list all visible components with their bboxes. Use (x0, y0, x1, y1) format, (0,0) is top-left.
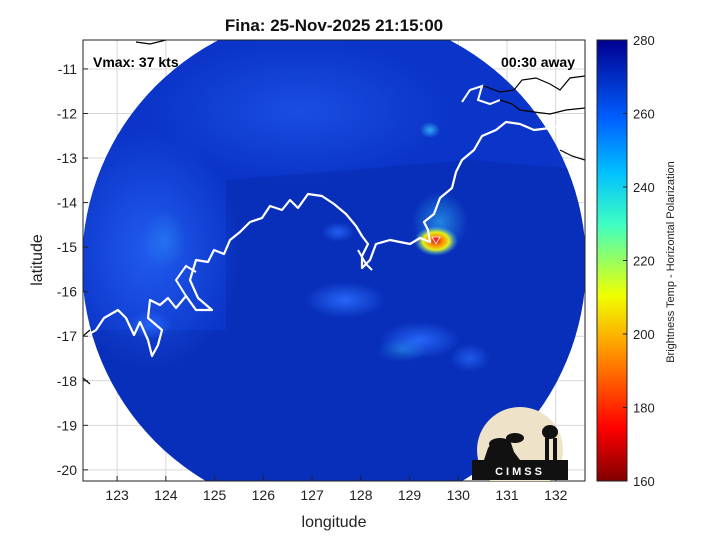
x-tick-label: 128 (349, 487, 373, 503)
y-tick-label: -11 (58, 61, 77, 77)
y-tick-label: -13 (57, 150, 77, 166)
logo-text: CIMSS (495, 466, 545, 478)
y-tick-label: -16 (57, 284, 77, 300)
x-tick-label: 130 (447, 487, 471, 503)
x-tick-label: 127 (300, 487, 324, 503)
colorbar-tick-label: 200 (633, 327, 655, 342)
colorbar (596, 39, 628, 482)
colorbar-tick-label: 160 (633, 474, 655, 489)
x-axis-label: longitude (302, 514, 367, 531)
x-tick-label: 132 (544, 487, 568, 503)
y-axis: -11 -12 -13 -14 -15 -16 -17 -18 -19 -20 (57, 61, 88, 478)
coastline (83, 118, 585, 358)
cimss-logo: CIMSS (472, 407, 568, 481)
vmax-label: Vmax: 37 kts (93, 54, 179, 70)
x-tick-label: 125 (203, 487, 227, 503)
y-tick-label: -14 (57, 195, 77, 211)
y-tick-label: -17 (57, 328, 77, 344)
y-tick-label: -20 (57, 462, 77, 478)
x-tick-label: 123 (105, 487, 129, 503)
x-tick-label: 124 (154, 487, 178, 503)
colorbar-tick-label: 180 (633, 401, 655, 416)
chart-title: Fina: 25-Nov-2025 21:15:00 (225, 16, 443, 35)
y-tick-label: -19 (57, 417, 77, 433)
colorbar-ticks: 280 260 240 220 200 180 160 (623, 33, 655, 489)
x-axis: 123 124 125 126 127 128 129 130 131 132 (105, 476, 568, 503)
y-tick-label: -18 (57, 373, 77, 389)
x-tick-label: 129 (398, 487, 422, 503)
colorbar-label: Brightness Temp - Horizontal Polarizatio… (665, 161, 677, 363)
x-tick-label: 126 (252, 487, 276, 503)
axes-frame (82, 39, 586, 482)
y-axis-label: latitude (29, 234, 46, 286)
colorbar-tick-label: 260 (633, 107, 655, 122)
storm-center-marker (431, 236, 441, 245)
x-tick-label: 131 (495, 487, 519, 503)
colorbar-tick-label: 240 (633, 180, 655, 195)
y-tick-label: -15 (57, 239, 77, 255)
microwave-swath (83, 40, 585, 481)
colorbar-tick-label: 220 (633, 254, 655, 269)
time-away-label: 00:30 away (501, 54, 575, 70)
colorbar-tick-label: 280 (633, 33, 655, 48)
y-tick-label: -12 (57, 106, 77, 122)
